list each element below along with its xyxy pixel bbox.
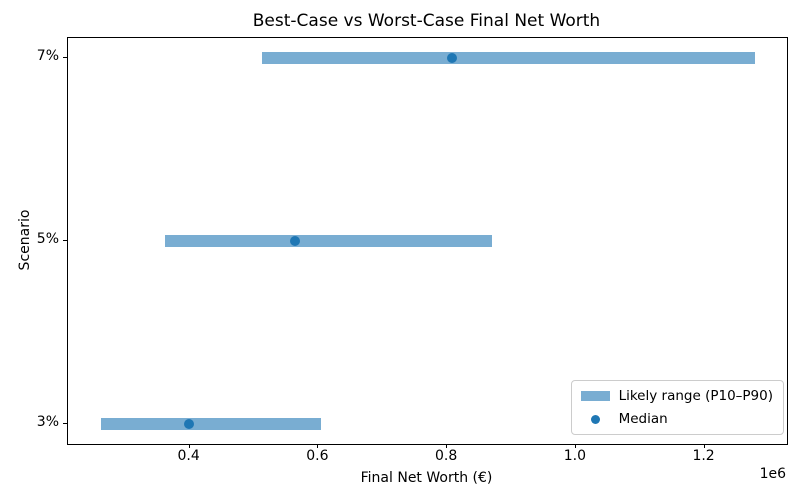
y-tick-label: 5% <box>36 231 59 247</box>
x-tick-label: 1.2 <box>692 448 715 464</box>
median-dot <box>289 236 300 246</box>
x-tick-label: 0.4 <box>177 448 200 464</box>
y-tick-label: 7% <box>36 48 59 64</box>
x-tick-label: 1.0 <box>563 448 586 464</box>
range-bar <box>165 235 492 247</box>
median-dot <box>184 419 194 429</box>
range-bar <box>100 418 321 430</box>
y-tick-label: 3% <box>36 414 59 430</box>
x-axis-label: Final Net Worth (€) <box>360 470 493 486</box>
x-tick-mark <box>188 444 190 448</box>
legend-range-label: Likely range (P10–P90) <box>618 388 773 404</box>
x-tick-mark <box>317 444 319 448</box>
chart-title: Best-Case vs Worst-Case Final Net Worth <box>252 11 601 31</box>
legend-item-range: Likely range (P10–P90) <box>580 388 773 404</box>
plot-area: Likely range (P10–P90) Median <box>67 37 788 445</box>
x-axis-offset-text: 1e6 <box>759 466 786 482</box>
legend: Likely range (P10–P90) Median <box>570 380 784 435</box>
legend-median-swatch <box>590 414 600 424</box>
x-tick-label: 0.6 <box>306 448 329 464</box>
legend-median-label: Median <box>618 411 668 427</box>
x-tick-mark <box>703 444 705 448</box>
legend-range-swatch <box>580 391 610 401</box>
range-bar <box>261 52 755 64</box>
legend-item-median: Median <box>581 411 773 427</box>
legend-median-swatch-wrap <box>581 414 610 424</box>
x-tick-label: 0.8 <box>434 448 458 464</box>
y-tick-mark <box>63 240 67 241</box>
y-tick-mark <box>63 57 67 58</box>
median-dot <box>446 53 457 63</box>
x-tick-mark <box>446 444 448 448</box>
y-tick-mark <box>63 423 67 424</box>
x-tick-mark <box>574 444 576 448</box>
